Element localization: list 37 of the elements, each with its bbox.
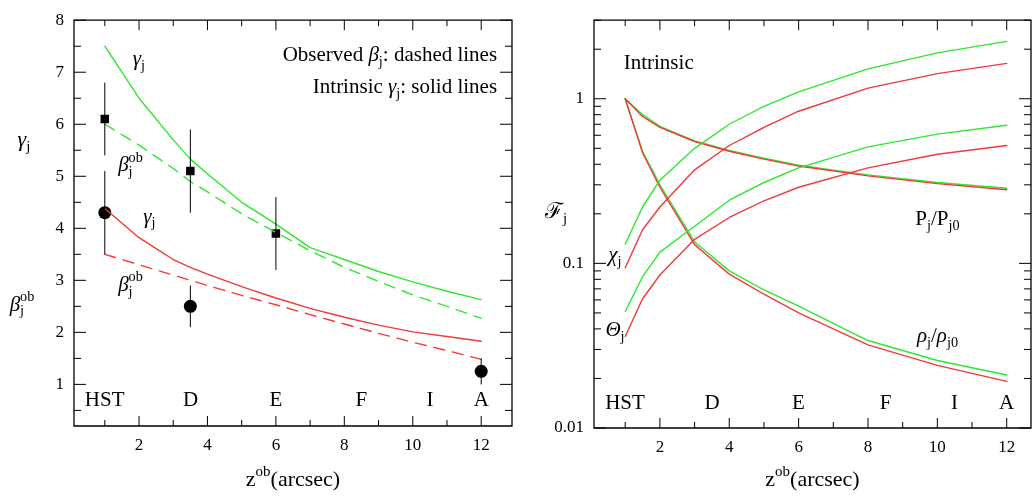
line-series [104,253,482,361]
annotation: HST [605,390,646,415]
y-tick-label: 7 [55,61,65,81]
y-tick-label: 8 [55,9,64,29]
x-tick-label: 6 [794,436,803,456]
y-tick-label: 3 [55,269,64,289]
x-tick-label: 8 [340,434,349,454]
annotation: F [355,386,368,411]
annotation: E [269,386,283,411]
x-tick-label: 10 [928,436,946,456]
annotation: D [704,390,720,415]
x-tick-label: 2 [134,434,144,454]
annotation: A [473,386,490,411]
x-tick-label: 2 [655,436,665,456]
y-tick-label: 5 [55,165,64,185]
annotation: I [951,390,959,415]
y-tick-label: 0.01 [554,417,584,437]
y-tick-label: 2 [55,321,64,341]
x-tick-label: 12 [472,434,490,454]
x-tick-label: 4 [725,436,735,456]
annotation: HST [84,386,125,411]
annotation: D [182,386,199,411]
x-tick-label: 12 [998,436,1016,456]
y-tick-label: 1 [55,373,64,393]
x-tick-label: 4 [203,434,213,454]
annotation: F [879,390,892,415]
y-tick-label: 6 [55,113,64,133]
annotation: Intrinsic [623,50,694,75]
annotation: E [792,390,805,415]
y-tick-label: 4 [55,217,65,237]
x-tick-label: 8 [863,436,873,456]
annotation: I [426,386,434,411]
y-tick-label: 0.1 [562,252,584,272]
y-tick-label: 1 [575,88,584,108]
x-tick-label: 6 [271,434,281,454]
annotation: A [998,390,1015,415]
x-tick-label: 10 [404,434,422,454]
